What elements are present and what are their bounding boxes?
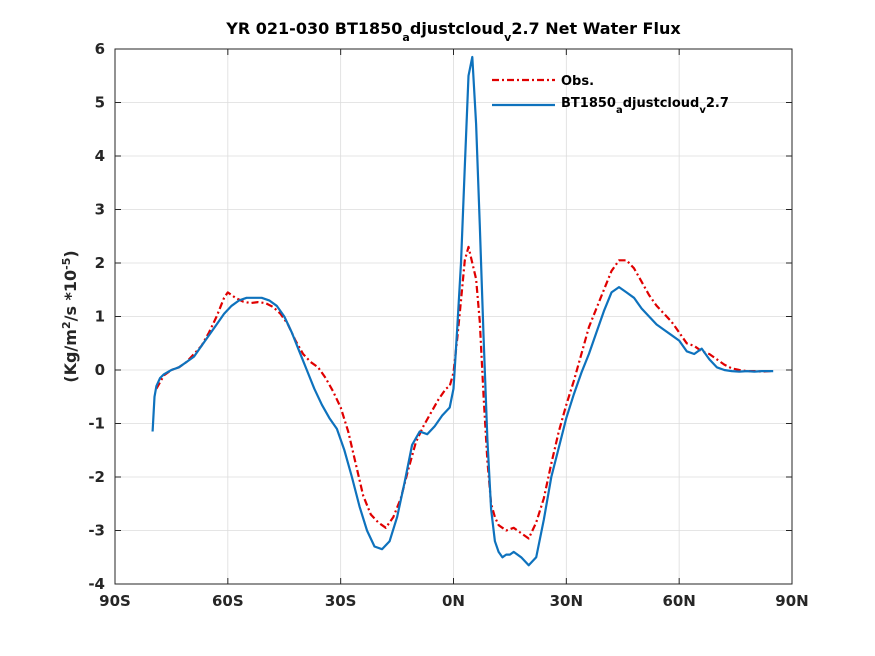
title-sub-a: a (402, 31, 409, 44)
legend-model-suffix: 2.7 (706, 96, 729, 111)
ylabel-sup2: -5 (60, 258, 73, 270)
x-tick-label: 30S (325, 592, 357, 610)
x-tick-label: 60N (662, 592, 695, 610)
series-line-model (151, 55, 774, 567)
chart-title: YR 021-030 BT1850adjustcloudv2.7 Net Wat… (225, 19, 681, 44)
ylabel-sup1: 2 (60, 321, 73, 329)
legend-model-sub-a: a (616, 105, 623, 116)
title-sub-v: v (504, 31, 512, 44)
legend-model-middle: djustcloud (623, 96, 700, 111)
title-middle: djustcloud (410, 19, 504, 38)
series-line-obs (155, 245, 774, 540)
y-tick-label: -1 (88, 415, 105, 433)
x-tick-label: 90N (775, 592, 808, 610)
y-axis-label: (Kg/m2/s *10-5) (60, 250, 81, 382)
title-suffix: 2.7 Net Water Flux (511, 19, 681, 38)
y-tick-label: 2 (95, 254, 105, 272)
y-tick-label: 1 (95, 308, 105, 326)
legend-label-obs: Obs. (561, 74, 594, 89)
y-tick-label: 4 (95, 147, 105, 165)
x-tick-label: 0N (442, 592, 465, 610)
title-prefix: YR 021-030 BT1850 (225, 19, 402, 38)
y-tick-label: 6 (95, 40, 105, 58)
x-tick-label: 90S (99, 592, 131, 610)
legend-model-sub-v: v (699, 105, 706, 116)
ylabel-part3: ) (61, 250, 80, 257)
legend: Obs. BT1850adjustcloudv2.7 (492, 74, 729, 116)
plot-area: 90S 60S 30S 0N 30N 60N 90N -4 -3 -2 -1 0 1 2 3 4 5 6 (88, 40, 808, 610)
y-tick-label: 3 (95, 201, 105, 219)
y-tick-label: 0 (95, 361, 105, 379)
legend-label-model: BT1850adjustcloudv2.7 (561, 96, 729, 116)
ylabel-part1: (Kg/m (61, 329, 80, 383)
x-tick-label: 30N (550, 592, 583, 610)
x-tick-label: 60S (212, 592, 244, 610)
legend-model-prefix: BT1850 (561, 96, 616, 111)
y-tick-label: -2 (88, 468, 105, 486)
y-tick-label: -4 (88, 575, 105, 593)
y-tick-label: 5 (95, 94, 105, 112)
ylabel-part2: /s *10 (61, 270, 80, 322)
y-tick-label: -3 (88, 522, 105, 540)
